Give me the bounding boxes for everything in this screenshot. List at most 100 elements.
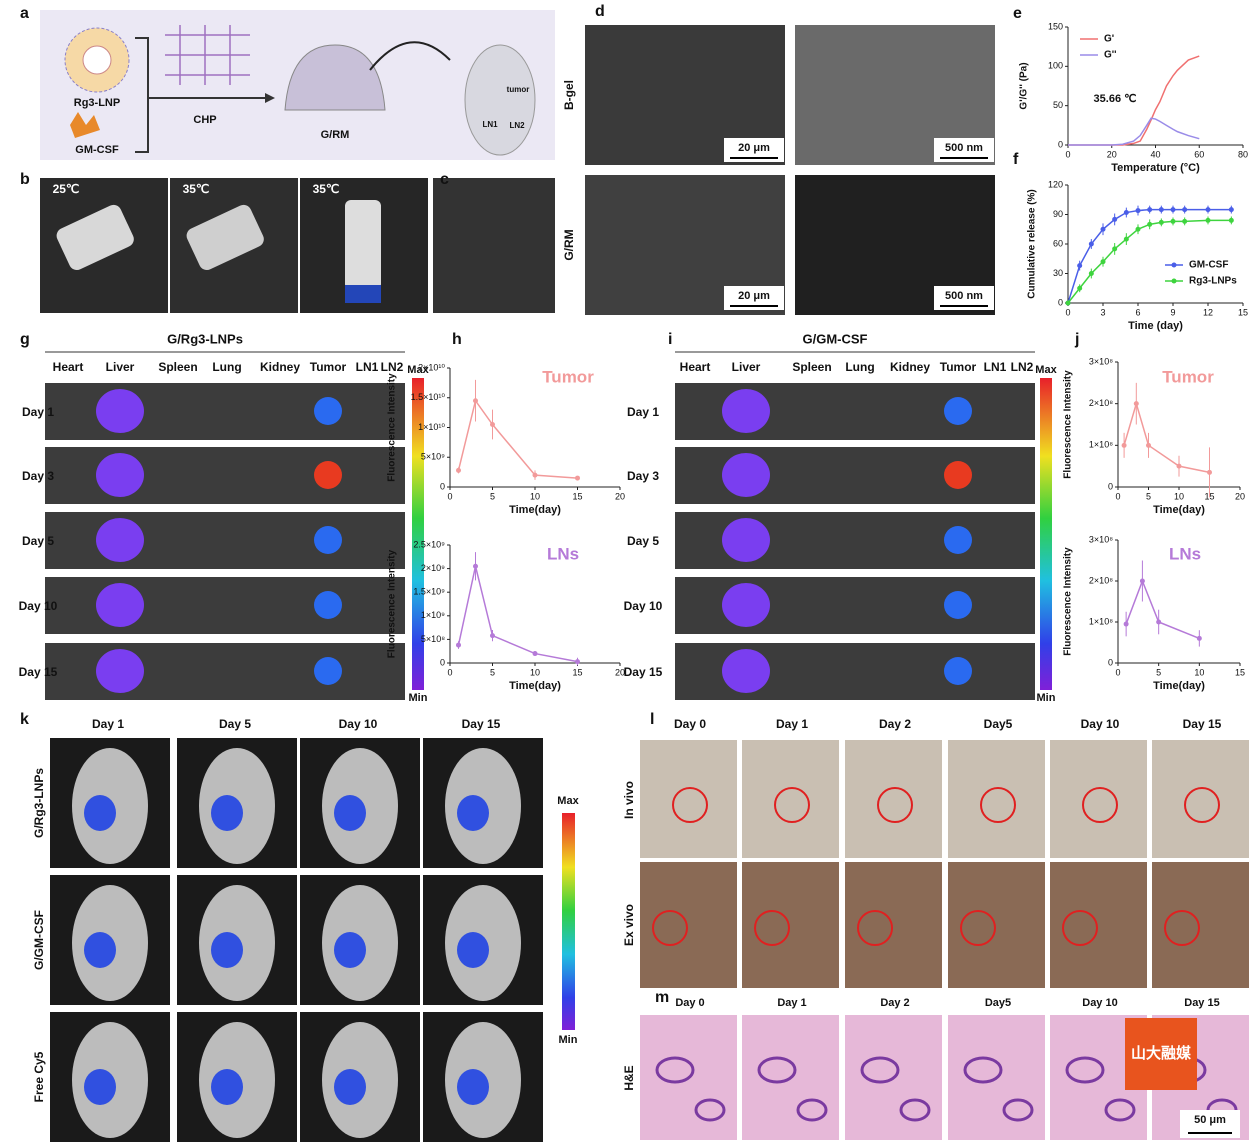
data-point bbox=[1182, 219, 1187, 224]
data-point bbox=[1147, 222, 1152, 227]
day-label: Day 2 bbox=[879, 717, 911, 731]
x-tick-label: 40 bbox=[1150, 149, 1160, 159]
signal bbox=[944, 461, 972, 489]
x-axis-label: Time(day) bbox=[509, 680, 561, 692]
y-tick-label: 0 bbox=[440, 657, 445, 667]
in-vivo-photo bbox=[1050, 740, 1147, 858]
schematic-label: GM-CSF bbox=[75, 144, 119, 156]
legend-label: G'' bbox=[1104, 50, 1117, 61]
x-axis-label: Time (day) bbox=[1128, 320, 1183, 332]
signal bbox=[457, 1069, 489, 1105]
panel-letter: a bbox=[20, 5, 29, 22]
x-tick-label: 20 bbox=[615, 491, 625, 501]
day-label: Day 15 bbox=[19, 665, 58, 679]
legend-label: GM-CSF bbox=[1189, 260, 1228, 271]
ex-vivo-photo bbox=[948, 862, 1045, 988]
annotation: LNs bbox=[547, 544, 579, 563]
signal bbox=[96, 649, 144, 693]
series-line bbox=[459, 566, 578, 661]
signal bbox=[944, 657, 972, 685]
colorbar-max: Max bbox=[557, 795, 579, 807]
data-point bbox=[1089, 271, 1094, 276]
y-tick-label: 50 bbox=[1053, 100, 1063, 110]
organ-label: LN2 bbox=[1011, 360, 1034, 374]
x-tick-label: 15 bbox=[572, 491, 582, 501]
panel-letter: l bbox=[650, 711, 654, 728]
signal bbox=[722, 518, 770, 562]
data-point bbox=[533, 651, 538, 656]
signal bbox=[96, 518, 144, 562]
day-label: Day 5 bbox=[22, 534, 54, 548]
y-tick-label: 1×10⁹ bbox=[421, 610, 445, 620]
data-point bbox=[575, 476, 580, 481]
y-axis-label: Fluorescence Intensity bbox=[1063, 547, 1074, 656]
data-point bbox=[1140, 579, 1145, 584]
data-point bbox=[1159, 207, 1164, 212]
series-line bbox=[1124, 404, 1209, 473]
lnp-core bbox=[83, 46, 111, 74]
day-label: Day 15 bbox=[1183, 717, 1222, 731]
y-axis-label: Fluorescence Intensity bbox=[387, 373, 398, 482]
y-axis-label: Fluorescence Intensity bbox=[1063, 370, 1074, 479]
x-tick-label: 10 bbox=[1194, 667, 1204, 677]
x-axis-label: Time(day) bbox=[1153, 680, 1205, 692]
day-label: Day 10 bbox=[1082, 997, 1117, 1009]
y-tick-label: 0 bbox=[1058, 139, 1063, 149]
y-tick-label: 0 bbox=[1108, 481, 1113, 491]
organ-label: Kidney bbox=[260, 360, 300, 374]
day-label: Day 1 bbox=[92, 717, 124, 731]
data-point bbox=[1159, 220, 1164, 225]
day-label: Day 10 bbox=[339, 717, 378, 731]
y-tick-label: 2.5×10⁹ bbox=[413, 539, 445, 549]
legend-label: G' bbox=[1104, 34, 1114, 45]
schematic-label: G/RM bbox=[321, 129, 350, 141]
colorbar-min: Min bbox=[1037, 692, 1056, 704]
in-vivo-photo bbox=[1152, 740, 1249, 858]
y-tick-label: 2×10⁸ bbox=[1089, 398, 1113, 408]
data-point bbox=[1177, 464, 1182, 469]
signal bbox=[334, 1069, 366, 1105]
panel-letter: k bbox=[20, 711, 29, 728]
vial bbox=[345, 200, 381, 290]
scale-bar-label: 500 nm bbox=[945, 290, 983, 302]
data-point bbox=[1136, 208, 1141, 213]
signal bbox=[314, 461, 342, 489]
y-tick-label: 90 bbox=[1053, 209, 1063, 219]
signal bbox=[211, 795, 243, 831]
ex-vivo-photo bbox=[640, 862, 737, 988]
signal bbox=[84, 1069, 116, 1105]
organ-label: LN1 bbox=[356, 360, 379, 374]
row-label: B-gel bbox=[562, 80, 576, 110]
organ-label: Tumor bbox=[940, 360, 977, 374]
day-label: Day 5 bbox=[219, 717, 251, 731]
temperature-label: 25℃ bbox=[53, 182, 80, 196]
x-tick-label: 20 bbox=[1107, 149, 1117, 159]
group-label: G/GM-CSF bbox=[32, 910, 46, 970]
annotation: LNs bbox=[1169, 544, 1201, 563]
y-tick-label: 1.5×10⁹ bbox=[413, 587, 445, 597]
y-tick-label: 3×10⁸ bbox=[1089, 534, 1113, 544]
y-axis-label: G'/G'' (Pa) bbox=[1019, 62, 1030, 109]
watermark: 山大融媒 bbox=[1131, 1044, 1192, 1062]
data-point bbox=[1077, 286, 1082, 291]
schematic-label: LN2 bbox=[509, 121, 525, 130]
x-tick-label: 10 bbox=[1174, 491, 1184, 501]
ex-vivo-photo bbox=[1050, 862, 1147, 988]
signal bbox=[96, 583, 144, 627]
day-label: Day 1 bbox=[777, 997, 806, 1009]
x-tick-label: 0 bbox=[1115, 491, 1120, 501]
signal bbox=[96, 389, 144, 433]
x-tick-label: 12 bbox=[1203, 307, 1213, 317]
data-point bbox=[1101, 259, 1106, 264]
group-label: Free Cy5 bbox=[32, 1051, 46, 1102]
panel-letter: e bbox=[1013, 5, 1022, 22]
series-line bbox=[1126, 581, 1199, 638]
temperature-label: 35℃ bbox=[313, 182, 340, 196]
y-tick-label: 100 bbox=[1048, 61, 1063, 71]
organ-label: Kidney bbox=[890, 360, 930, 374]
organ-label: Heart bbox=[53, 360, 84, 374]
y-tick-label: 1×10¹⁰ bbox=[418, 422, 445, 432]
x-tick-label: 15 bbox=[1238, 307, 1248, 317]
data-point bbox=[533, 473, 538, 478]
stain-label: H&E bbox=[622, 1065, 636, 1090]
